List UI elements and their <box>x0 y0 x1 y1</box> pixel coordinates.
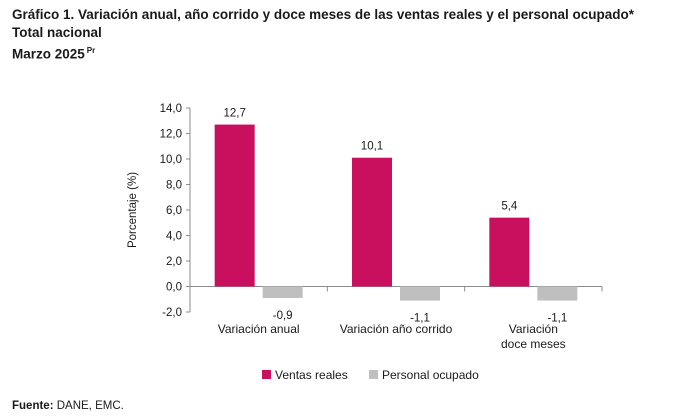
data-label: -1,1 <box>410 313 430 325</box>
category-label: Variación <box>509 322 558 336</box>
data-label: -1,1 <box>547 313 567 325</box>
bar-ventas-reales <box>352 157 392 287</box>
y-tick-label: -2,0 <box>162 307 182 319</box>
legend-swatch <box>369 370 378 379</box>
data-label: 10,1 <box>361 141 383 153</box>
bar-ventas-reales <box>214 124 255 287</box>
bar-ventas-reales <box>489 217 530 287</box>
data-label: 12,7 <box>223 108 245 120</box>
y-tick-label: 6,0 <box>166 205 182 217</box>
category-label: Variación anual <box>218 322 300 336</box>
y-tick-label: 2,0 <box>166 256 182 268</box>
bar-personal-ocupado <box>262 286 303 298</box>
y-tick-label: 8,0 <box>166 180 182 192</box>
category-label: doce meses <box>501 337 566 351</box>
chart-title-block: Gráfico 1. Variación anual, año corrido … <box>12 6 634 64</box>
period-text: Marzo 2025 <box>12 46 85 62</box>
chart-subtitle: Total nacional <box>12 25 102 40</box>
chart-period: Marzo 2025 Pr <box>12 42 634 64</box>
source-label: Fuente: <box>12 400 54 412</box>
y-tick-label: 0,0 <box>166 282 182 294</box>
y-axis-label: Porcentaje (%) <box>127 172 139 248</box>
bar-personal-ocupado <box>537 286 578 301</box>
data-label: 5,4 <box>501 201 518 213</box>
data-label: -0,9 <box>273 310 293 322</box>
legend-swatch <box>262 370 271 379</box>
category-label: Variación año corrido <box>340 322 453 336</box>
source-note: Fuente: DANE, EMC. <box>12 400 124 412</box>
y-tick-label: 10,0 <box>160 154 182 166</box>
legend-label: Ventas reales <box>275 368 348 382</box>
y-tick-label: 12,0 <box>160 129 182 141</box>
bar-personal-ocupado <box>400 286 440 301</box>
period-superscript: Pr <box>86 46 96 55</box>
legend-label: Personal ocupado <box>382 368 479 382</box>
y-tick-label: 14,0 <box>160 103 182 115</box>
chart-title: Gráfico 1. Variación anual, año corrido … <box>12 7 635 22</box>
y-tick-label: 4,0 <box>166 231 182 243</box>
source-text: DANE, EMC. <box>53 400 124 412</box>
